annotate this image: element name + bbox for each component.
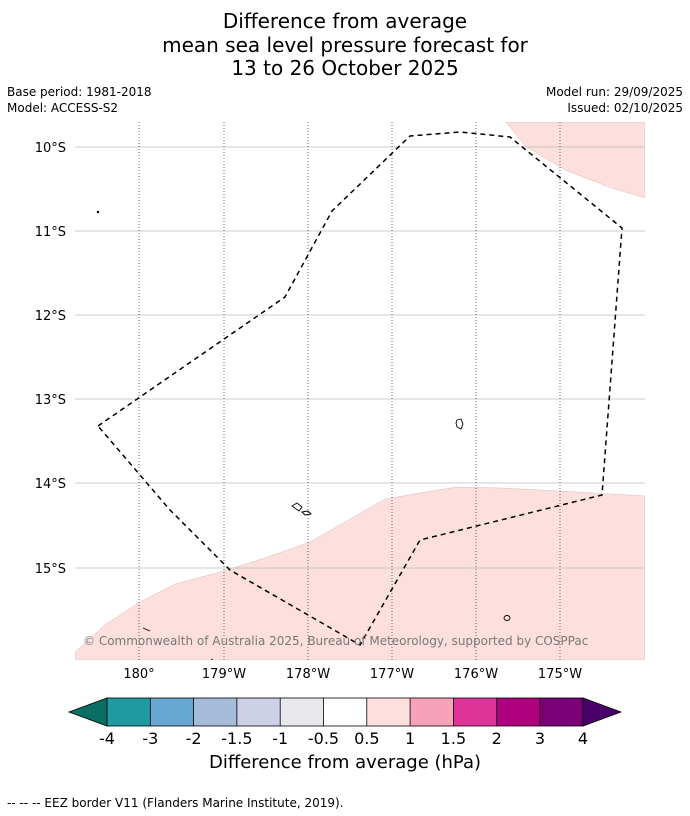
- colorbar-tick-label: -0.5: [308, 729, 339, 748]
- meta-left: Base period: 1981-2018 Model: ACCESS-S2: [7, 84, 152, 116]
- colorbar-tick-label: -1.5: [221, 729, 252, 748]
- colorbar-dividers: [149, 698, 541, 726]
- anomaly-region-northeast: [505, 122, 645, 199]
- colorbar-tick-label: -3: [142, 729, 158, 748]
- lon-label: 178°W: [286, 667, 330, 682]
- lat-label: 12°S: [35, 309, 66, 324]
- eez-legend-footer: -- -- -- EEZ border V11 (Flanders Marine…: [7, 796, 344, 810]
- colorbar-segment: [150, 698, 194, 726]
- colorbar-tick-label: 0.5: [354, 729, 379, 748]
- colorbar-tick-label: 1: [405, 729, 415, 748]
- lat-label: 11°S: [35, 225, 66, 240]
- island-dot: [96, 210, 100, 214]
- colorbar-ticks: -4 -3 -2 -1.5 -1 -0.5 0.5 1 1.5 2 3 4: [99, 729, 588, 748]
- longitude-labels: 180° 179°W 178°W 177°W 176°W 175°W: [123, 667, 582, 682]
- colorbar-right-arrow: [582, 697, 623, 727]
- colorbar-tick-label: 1.5: [441, 729, 466, 748]
- lon-label: 179°W: [202, 667, 246, 682]
- colorbar-segment: [496, 698, 540, 726]
- colorbar: -4 -3 -2 -1.5 -1 -0.5 0.5 1 1.5 2 3 4: [67, 697, 623, 748]
- model-run: Model run: 29/09/2025: [545, 85, 683, 99]
- island-bottom: [210, 658, 214, 660]
- colorbar-tick-label: -4: [99, 729, 115, 748]
- meta-right: Model run: 29/09/2025 Issued: 02/10/2025: [546, 84, 683, 116]
- colorbar-segment: [366, 698, 411, 726]
- island-west-coast: [142, 627, 151, 632]
- colorbar-segment: [453, 698, 497, 726]
- colorbar-title: Difference from average (hPa): [208, 752, 482, 773]
- title-line-3: 13 to 26 October 2025: [231, 56, 459, 80]
- model-name: Model: ACCESS-S2: [7, 101, 119, 115]
- map-area: © Commonwealth of Australia 2025, Bureau…: [75, 122, 645, 660]
- colorbar-tick-label: -2: [186, 729, 202, 748]
- lon-label: 177°W: [370, 667, 414, 682]
- island-samoa-east: [301, 510, 312, 516]
- title-line-2: mean sea level pressure forecast for: [162, 33, 528, 57]
- latitude-gridlines: [75, 146, 645, 569]
- colorbar-tick-label: -1: [272, 729, 288, 748]
- island-small-south: [503, 615, 511, 621]
- base-period: Base period: 1981-2018: [7, 85, 152, 99]
- eez-border: [96, 131, 623, 647]
- lon-label: 176°W: [454, 667, 498, 682]
- colorbar-segment: [107, 698, 151, 726]
- islands: [96, 210, 511, 660]
- colorbar-segment: [193, 698, 237, 726]
- colorbar-segment: [410, 698, 454, 726]
- island-tokelau: [455, 418, 464, 430]
- lat-label: 14°S: [35, 477, 66, 492]
- colorbar-tick-label: 2: [492, 729, 502, 748]
- lon-label: 180°: [123, 667, 154, 682]
- lat-label: 10°S: [35, 141, 66, 156]
- copyright-notice: © Commonwealth of Australia 2025, Bureau…: [83, 634, 588, 648]
- colorbar-segment: [280, 698, 324, 726]
- colorbar-tick-label: 4: [578, 729, 588, 748]
- colorbar-left-arrow: [67, 697, 108, 727]
- colorbar-segment: [323, 698, 367, 726]
- title-line-1: Difference from average: [222, 9, 468, 33]
- lon-label: 175°W: [538, 667, 582, 682]
- island-samoa-west: [291, 502, 303, 512]
- colorbar-segment: [540, 698, 583, 726]
- issued-date: Issued: 02/10/2025: [567, 101, 683, 115]
- colorbar-frame: [106, 697, 584, 727]
- latitude-labels: 10°S 11°S 12°S 13°S 14°S 15°S: [35, 141, 66, 577]
- colorbar-segment: [236, 698, 281, 726]
- lat-label: 13°S: [35, 393, 66, 408]
- lat-label: 15°S: [35, 562, 66, 577]
- colorbar-tick-label: 3: [535, 729, 545, 748]
- anomaly-region-south: [75, 486, 645, 660]
